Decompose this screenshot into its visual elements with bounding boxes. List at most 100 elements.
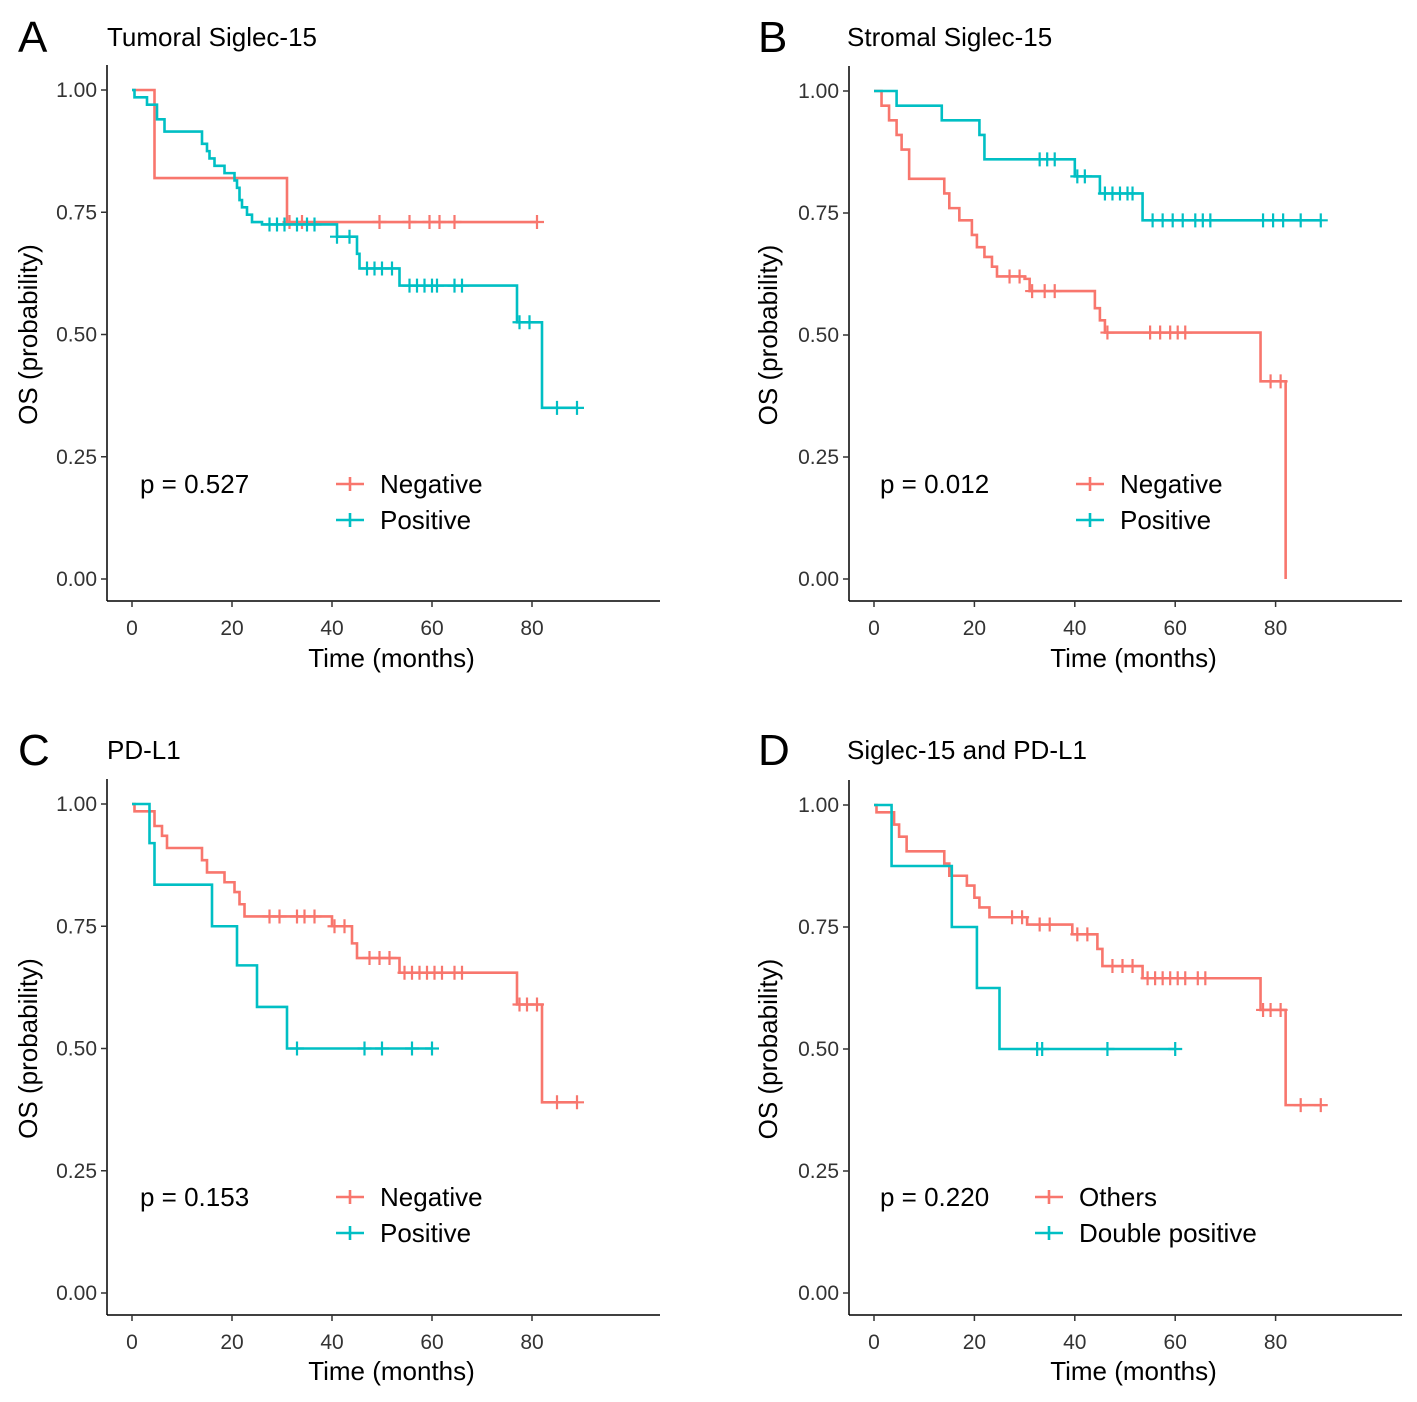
censor-mark xyxy=(277,217,292,232)
legend-key xyxy=(1035,1226,1063,1240)
panel-letter: B xyxy=(758,13,787,62)
censor-mark xyxy=(447,215,462,230)
censor-mark xyxy=(1125,959,1140,974)
censor-mark xyxy=(1198,971,1213,986)
censor-mark xyxy=(307,217,322,232)
p-value: p = 0.220 xyxy=(880,1182,989,1212)
censor-mark xyxy=(1100,325,1115,340)
censor-mark xyxy=(435,965,449,980)
censor-mark xyxy=(1025,284,1040,299)
km-series-positive xyxy=(132,88,584,415)
censor-mark xyxy=(342,229,357,244)
survival-curve xyxy=(874,803,1176,1051)
p-value: p = 0.153 xyxy=(140,1182,249,1212)
censor-mark xyxy=(455,965,469,980)
censor-mark xyxy=(1080,927,1095,942)
y-tick-label: 1.00 xyxy=(798,80,839,103)
x-axis-title: Time (months) xyxy=(308,1356,475,1386)
survival-curve xyxy=(132,88,537,224)
y-tick-label: 0.50 xyxy=(56,1038,97,1061)
censor-mark xyxy=(430,278,444,293)
x-tick-label: 40 xyxy=(1063,617,1086,640)
x-tick-label: 0 xyxy=(126,1331,138,1354)
x-tick-label: 40 xyxy=(1063,1331,1086,1354)
censor-mark xyxy=(550,1095,564,1110)
censor-mark xyxy=(1012,269,1027,284)
censor-mark xyxy=(402,215,417,230)
x-tick-label: 20 xyxy=(220,617,243,640)
x-tick-label: 20 xyxy=(220,1331,243,1354)
y-tick-label: 0.75 xyxy=(798,916,839,939)
km-panel-c: C PD-L1 0.00 0.25 0.50 0.75 1.00 0 20 40 60 80 Time … xyxy=(13,726,660,1386)
km-series-positive xyxy=(132,802,439,1056)
censor-mark xyxy=(1178,325,1193,340)
panel-title: Stromal Siglec-15 xyxy=(847,22,1052,52)
legend-label: Negative xyxy=(380,469,483,499)
km-panel-b: B Stromal Siglec-15 0.00 0.25 0.50 0.75 1.00 0 2… xyxy=(753,13,1402,673)
panel-letter: D xyxy=(758,726,790,775)
censor-mark xyxy=(1035,1042,1050,1056)
censor-mark xyxy=(330,229,344,244)
y-tick-label: 0.50 xyxy=(56,324,97,347)
censor-mark xyxy=(570,400,584,415)
y-tick-label: 0.50 xyxy=(798,324,839,347)
y-tick-label: 0.75 xyxy=(56,915,97,938)
y-axis-title: OS (probability) xyxy=(753,245,783,426)
legend-label: Double positive xyxy=(1079,1218,1257,1248)
censor-mark xyxy=(1293,1098,1308,1113)
censor-mark xyxy=(570,1095,584,1110)
legend-key xyxy=(1035,1190,1063,1204)
censor-mark xyxy=(1077,169,1092,184)
censor-mark xyxy=(530,215,544,230)
censor-mark xyxy=(522,315,537,330)
km-panel-a: A Tumoral Siglec-15 0.00 0.25 0.50 0.75 1.00 0 2… xyxy=(13,13,660,673)
y-axis-title: OS (probability) xyxy=(753,959,783,1140)
censor-mark xyxy=(337,919,352,934)
censor-mark xyxy=(1293,213,1308,228)
y-tick-label: 0.00 xyxy=(798,1282,839,1305)
censor-mark xyxy=(357,1041,372,1056)
legend-key xyxy=(336,1190,364,1204)
x-tick-label: 80 xyxy=(520,1331,543,1354)
km-panel-d: D Siglec-15 and PD-L1 0.00 0.25 0.50 0.75 1.00… xyxy=(753,726,1402,1386)
y-axis-title: OS (probability) xyxy=(13,958,43,1139)
censor-mark xyxy=(385,261,399,276)
survival-curve xyxy=(874,89,1321,222)
legend-label: Negative xyxy=(1120,469,1223,499)
y-tick-label: 0.25 xyxy=(798,446,839,469)
x-tick-label: 60 xyxy=(1164,1331,1187,1354)
panel-letter: C xyxy=(18,726,50,775)
x-tick-label: 0 xyxy=(868,617,880,640)
panel-title: Siglec-15 and PD-L1 xyxy=(847,735,1087,765)
censor-mark xyxy=(372,215,387,230)
x-tick-label: 80 xyxy=(520,617,543,640)
censor-mark xyxy=(455,278,469,293)
km-series-negative xyxy=(132,88,544,230)
survival-curve xyxy=(132,802,577,1104)
y-tick-label: 0.50 xyxy=(798,1038,839,1061)
censor-mark xyxy=(1276,213,1291,228)
x-tick-label: 0 xyxy=(868,1331,880,1354)
x-tick-label: 0 xyxy=(126,617,138,640)
legend-key xyxy=(336,513,364,527)
survival-curve xyxy=(874,89,1287,579)
censor-mark xyxy=(1273,1002,1288,1017)
x-tick-label: 60 xyxy=(420,1331,443,1354)
km-series-negative xyxy=(132,802,584,1110)
legend-label: Negative xyxy=(380,1182,483,1212)
legend-key xyxy=(1076,477,1104,491)
censor-mark xyxy=(1047,152,1062,167)
censor-mark xyxy=(382,951,397,966)
legend-key xyxy=(1076,513,1104,527)
censor-mark xyxy=(1168,1042,1183,1056)
censor-mark xyxy=(1100,1042,1115,1056)
y-tick-label: 0.00 xyxy=(798,568,839,591)
x-tick-label: 20 xyxy=(963,617,986,640)
x-axis-title: Time (months) xyxy=(1050,643,1217,673)
y-tick-label: 0.25 xyxy=(56,1160,97,1183)
censor-mark xyxy=(1047,284,1062,299)
y-tick-label: 0.00 xyxy=(56,1282,97,1305)
y-tick-label: 0.25 xyxy=(56,446,97,469)
censor-mark xyxy=(550,400,564,415)
